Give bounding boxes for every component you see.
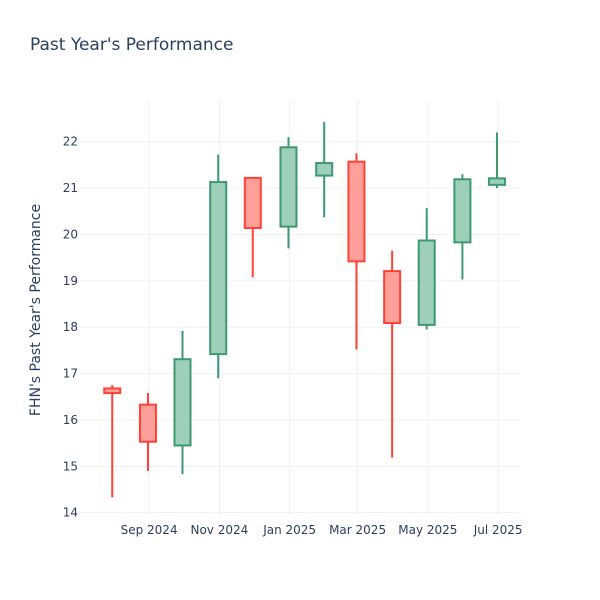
x-tick-label: Nov 2024 — [190, 523, 248, 537]
candle-body — [243, 176, 262, 229]
y-tick-label: 20 — [63, 227, 78, 241]
x-tick-label: May 2025 — [398, 523, 457, 537]
candle-body — [347, 160, 366, 263]
y-tick-label: 14 — [63, 506, 78, 520]
chart-title: Past Year's Performance — [30, 35, 234, 55]
y-tick-label: 19 — [63, 274, 78, 288]
candle-body — [417, 239, 436, 326]
y-tick-label: 21 — [63, 181, 78, 195]
candle-decreasing — [243, 176, 262, 278]
x-tick-label: Mar 2025 — [329, 523, 386, 537]
y-axis-label: FHN's Past Year's Performance — [28, 204, 44, 416]
candle-decreasing — [138, 393, 157, 471]
candle-increasing — [315, 121, 334, 218]
candle-increasing — [209, 154, 228, 379]
y-tick-label: 22 — [63, 135, 78, 149]
candle-increasing — [417, 208, 436, 330]
candle-increasing — [279, 137, 298, 249]
y-axis-ticks: 14 15 16 17 18 19 20 21 22 — [63, 135, 78, 520]
candle-body — [315, 162, 334, 177]
candle-increasing — [487, 132, 506, 189]
y-tick-label: 15 — [63, 459, 78, 473]
candle-body — [138, 403, 157, 443]
candle-increasing — [173, 330, 192, 475]
candle-body — [383, 270, 402, 325]
candle-body — [453, 178, 472, 244]
candle-increasing — [453, 174, 472, 280]
candle-body — [209, 181, 228, 356]
y-tick-label: 17 — [63, 367, 78, 381]
candle-body — [173, 358, 192, 447]
x-tick-label: Jan 2025 — [262, 523, 316, 537]
x-axis-ticks: Sep 2024 Nov 2024 Jan 2025 Mar 2025 May 2025… — [121, 523, 523, 537]
y-tick-label: 16 — [63, 413, 78, 427]
candle-body — [103, 387, 122, 395]
grid-lines — [80, 100, 520, 515]
y-tick-label: 18 — [63, 320, 78, 334]
x-tick-label: Jul 2025 — [473, 523, 523, 537]
candle-decreasing — [103, 385, 122, 498]
candle-decreasing — [383, 250, 402, 458]
candle-body — [279, 146, 298, 228]
candle-body — [487, 177, 506, 186]
x-tick-label: Sep 2024 — [121, 523, 178, 537]
candles — [103, 121, 506, 498]
candle-decreasing — [347, 153, 366, 350]
